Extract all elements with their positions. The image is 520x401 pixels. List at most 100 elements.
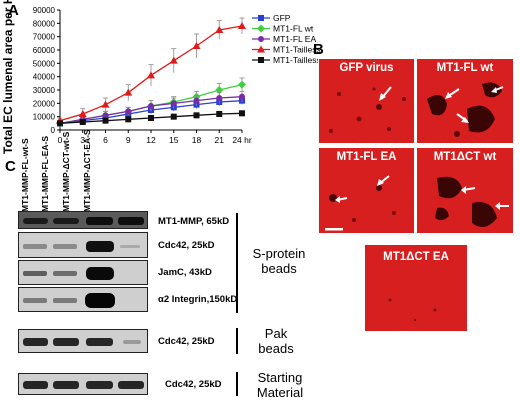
blot-cdc42-pak <box>18 329 148 353</box>
data-point <box>79 119 86 125</box>
data-point <box>147 71 155 79</box>
data-point <box>215 86 224 94</box>
legend-label: MT1-FL EA <box>273 34 316 44</box>
micrograph-label: MT1-FL wt <box>436 62 494 74</box>
blot-bands <box>23 338 141 346</box>
data-point <box>78 110 87 117</box>
blot-label-cdc42-starting: Cdc42, 25kD <box>165 379 222 390</box>
lane-label-fl-ea: MT1-MMP-FL-EA-S <box>40 135 50 212</box>
data-point <box>193 112 200 119</box>
legend-marker <box>258 57 264 63</box>
micrograph-image <box>388 298 437 322</box>
legend-label: MT1-Tailless EA <box>273 55 320 65</box>
x-tick-label: 9 <box>126 135 131 145</box>
x-tick-label: 24 hr <box>232 135 252 145</box>
group-label-pak: Pak beads <box>258 326 294 356</box>
x-tick-label: 12 <box>146 135 156 145</box>
blot-bands <box>19 212 147 228</box>
legend-marker <box>257 45 265 53</box>
data-point <box>192 42 201 49</box>
y-tick-label: 80000 <box>33 19 56 28</box>
data-point <box>239 110 245 117</box>
group-label-starting: Starting Material <box>256 370 304 400</box>
lane-label-fl-wt: MT1-MMP-FL-wt-S <box>20 138 30 212</box>
data-point <box>238 80 246 89</box>
blot-a2-integrin <box>18 287 148 312</box>
data-point <box>148 103 154 109</box>
micrograph-label: GFP virus <box>339 62 394 74</box>
legend-marker <box>258 15 264 21</box>
micrograph-label: MT1ΔCT wt <box>433 151 497 163</box>
group-label-s-protein: S-protein beads <box>252 246 306 276</box>
micrograph-gfp-virus: GFP virus <box>318 58 415 144</box>
bracket-starting <box>236 372 238 396</box>
data-point <box>170 113 177 120</box>
y-tick-label: 20000 <box>33 99 56 108</box>
panel-letter-a: A <box>8 2 19 19</box>
data-point <box>216 111 223 117</box>
data-point <box>169 56 178 64</box>
data-point <box>57 120 63 127</box>
data-point <box>215 26 224 33</box>
data-point <box>125 116 132 123</box>
lane-label-dct-ea: MT1-MMP-ΔCT-EA-S <box>82 129 92 212</box>
data-point <box>101 100 110 108</box>
blot-label-jamc: JamC, 43kD <box>158 267 212 278</box>
legend-label: GFP <box>273 13 291 23</box>
data-point <box>124 88 133 96</box>
legend-label: MT1-FL wt <box>273 24 314 34</box>
bracket-s-protein <box>236 213 238 313</box>
data-point <box>102 117 109 124</box>
y-tick-label: 40000 <box>33 73 56 82</box>
data-point <box>193 97 200 104</box>
x-tick-label: 15 <box>169 135 179 145</box>
y-tick-label: 70000 <box>33 33 56 42</box>
micrograph-mt1-fl-wt: MT1-FL wt <box>416 58 514 144</box>
blot-bands <box>23 267 114 280</box>
micrograph-image <box>325 175 396 231</box>
y-tick-label: 0 <box>51 126 56 135</box>
blot-bands <box>23 293 115 308</box>
data-point <box>125 108 132 115</box>
y-tick-label: 50000 <box>33 59 56 68</box>
legend-marker <box>258 36 264 42</box>
micrograph-label: MT1ΔCT EA <box>383 251 449 263</box>
blot-cdc42-starting <box>18 373 148 395</box>
y-tick-label: 30000 <box>33 86 56 95</box>
blot-label-mt1-mmp: MT1-MMP, 65kD <box>158 216 230 227</box>
blot-bands <box>23 381 144 389</box>
blot-label-cdc42-s: Cdc42, 25kD <box>158 240 215 251</box>
x-tick-label: 21 <box>215 135 225 145</box>
blot-cdc42-s <box>18 232 148 258</box>
data-point <box>170 100 177 107</box>
legend-label: MT1-Tailless wt <box>273 45 320 55</box>
bracket-pak <box>236 328 238 354</box>
data-point <box>239 93 245 100</box>
y-tick-label: 90000 <box>33 6 56 15</box>
x-tick-label: 18 <box>192 135 202 145</box>
data-point <box>102 112 109 119</box>
blot-mt1-mmp <box>18 211 148 229</box>
micrograph-image <box>329 86 406 133</box>
line-chart: 0 10000 20000 30000 40000 50000 60000 70000 8000… <box>33 6 320 145</box>
x-tick-label: 0 <box>58 135 63 145</box>
blot-label-cdc42-pak: Cdc42, 25kD <box>158 336 215 347</box>
legend-marker <box>257 24 265 33</box>
micrograph-mt1-dct-wt: MT1ΔCT wt <box>416 147 514 234</box>
micrograph-mt1-dct-ea: MT1ΔCT EA <box>364 244 468 332</box>
panel-letter-b: B <box>313 41 324 58</box>
micrograph-mt1-fl-ea: MT1-FL EA <box>318 147 415 234</box>
lane-label-dct-wt: MT1-MMP-ΔCT-wt-S <box>61 131 71 212</box>
x-tick-label: 3 <box>80 135 85 145</box>
micrograph-label: MT1-FL EA <box>336 151 397 163</box>
panel-letter-c: C <box>5 158 16 175</box>
data-point <box>216 95 223 101</box>
blot-label-a2-integrin: α2 Integrin,150kD <box>158 294 238 305</box>
micrograph-image <box>427 82 504 137</box>
micrograph-image <box>435 176 509 227</box>
y-tick-label: 10000 <box>33 113 56 122</box>
blot-bands <box>23 241 140 252</box>
y-tick-label: 60000 <box>33 46 56 55</box>
blot-jamc <box>18 260 148 285</box>
x-tick-label: 6 <box>103 135 108 145</box>
